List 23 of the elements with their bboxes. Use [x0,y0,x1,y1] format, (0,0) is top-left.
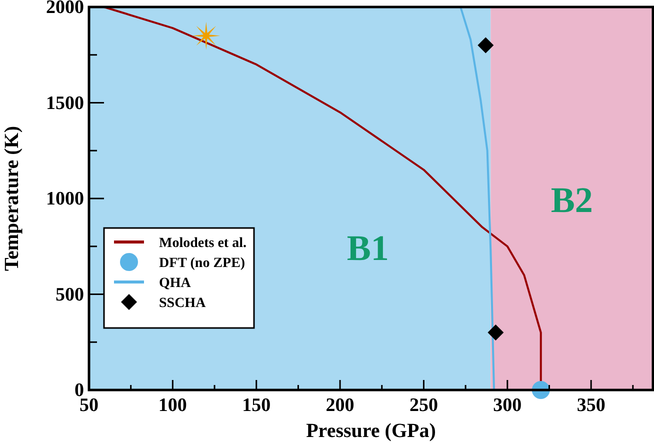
x-tick-label: 100 [158,395,187,416]
x-axis-title: Pressure (GPa) [306,420,436,442]
y-tick-label: 1500 [46,92,84,114]
y-axis-title: Temperature (K) [1,126,23,271]
x-tick-label: 250 [409,395,438,416]
legend-label: DFT (no ZPE) [159,256,246,271]
band-label: B1 [346,228,389,268]
y-tick-label: 1000 [46,188,84,210]
legend-label: SSCHA [159,296,207,311]
line-series [460,6,496,391]
x-tick-label: 200 [326,395,354,416]
x-tick-label: 50 [80,395,98,416]
y-tick-label: 2000 [46,0,84,18]
legend-label: QHA [159,276,192,291]
legend-label: Molodets et al. [159,236,246,251]
point [488,324,504,341]
x-tick-label: 150 [242,395,271,416]
point [192,22,220,50]
y-tick-label: 500 [56,284,84,306]
band-label: B2 [550,180,593,220]
point [478,37,494,54]
x-tick-label: 350 [576,395,606,416]
x-tick-label: 300 [493,395,522,416]
